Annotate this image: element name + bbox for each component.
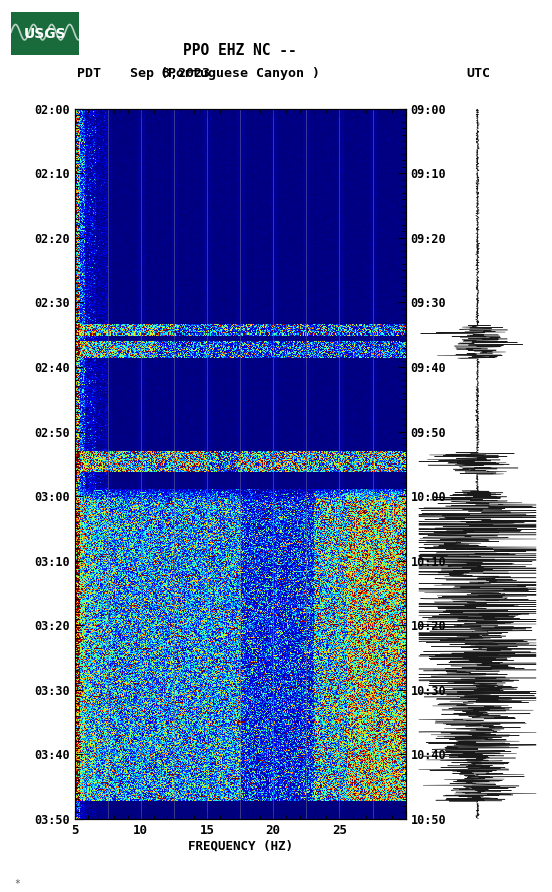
Text: USGS: USGS	[24, 27, 67, 41]
Text: *: *	[14, 879, 20, 888]
Text: PPO EHZ NC --: PPO EHZ NC --	[183, 44, 297, 58]
X-axis label: FREQUENCY (HZ): FREQUENCY (HZ)	[188, 839, 293, 853]
FancyBboxPatch shape	[11, 12, 79, 55]
Text: Sep 8,2023: Sep 8,2023	[130, 67, 210, 79]
Text: UTC: UTC	[466, 67, 490, 79]
Text: (Portuguese Canyon ): (Portuguese Canyon )	[160, 67, 320, 79]
Text: PDT: PDT	[77, 67, 101, 79]
